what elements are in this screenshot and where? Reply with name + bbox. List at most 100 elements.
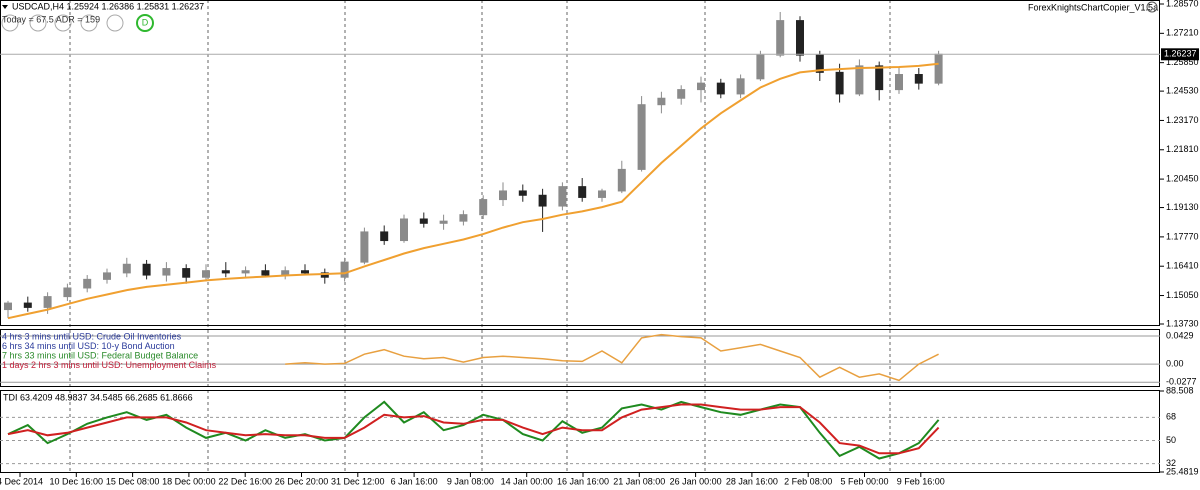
candle-body (360, 231, 369, 263)
y-tick-label: 1.15050 (1166, 290, 1199, 300)
y-tick-label: -0.0277 (1166, 377, 1197, 387)
tf-button[interactable] (106, 14, 124, 32)
candle-body (875, 65, 884, 91)
candle-body (162, 268, 171, 276)
candle-body (736, 78, 745, 95)
candle-body (4, 302, 12, 311)
candle-body (677, 89, 686, 99)
candle-body (518, 190, 527, 196)
candle-body (716, 82, 725, 95)
candle-body (419, 218, 428, 224)
moving-average (7, 62, 939, 320)
candle-body (261, 270, 270, 276)
series-line (7, 403, 940, 455)
tf-button-active[interactable] (136, 14, 154, 32)
candle-body (63, 287, 72, 298)
x-tick-label: 21 Jan 08:00 (613, 476, 665, 486)
tdi-panel (0, 390, 1160, 473)
event-text: 7 hrs 33 mins until USD: Federal Budget … (2, 350, 198, 360)
subtitle: Today = 67.5 ADR = 159 (2, 14, 100, 24)
candle-body (578, 186, 587, 198)
chart-title: USDCAD,H4 1.25924 1.26386 1.25831 1.2623… (12, 1, 204, 11)
price-tag-label: 1.26237 (1164, 49, 1197, 59)
candle-body (301, 270, 309, 274)
candle-body (340, 261, 349, 278)
main-panel (0, 0, 1160, 326)
watermark: ForexKnightsChartCopier_V1.5a (1028, 2, 1158, 12)
x-tick-label: 9 Jan 08:00 (447, 476, 494, 486)
x-tick-label: 15 Dec 08:00 (106, 476, 160, 486)
menu-arrow[interactable] (2, 5, 8, 9)
y-tick-label: 32 (1166, 458, 1176, 468)
x-tick-label: 28 Jan 16:00 (726, 476, 778, 486)
panel-frames (0, 0, 1160, 473)
y-tick-label: 1.19130 (1166, 202, 1199, 212)
y-tick-label: 1.24530 (1166, 85, 1199, 95)
x-tick-label: 26 Dec 20:00 (275, 476, 329, 486)
candle-body (499, 190, 507, 201)
y-tick-label: 50 (1166, 435, 1176, 445)
candle-body (756, 54, 765, 80)
x-tick-label: 16 Jan 16:00 (557, 476, 609, 486)
candle-body (815, 54, 824, 73)
series-line (7, 400, 940, 460)
candle-body (241, 270, 250, 274)
series-line (285, 333, 939, 382)
y-tick-label: 1.16410 (1166, 261, 1199, 271)
candle-body (221, 270, 230, 274)
x-tick-label: 6 Jan 16:00 (391, 476, 438, 486)
candle-body (617, 168, 626, 192)
candle-body (598, 190, 606, 198)
candle-body (182, 268, 191, 278)
candle-body (558, 186, 567, 207)
candle-body (83, 278, 92, 289)
y-tick-label: 1.25850 (1166, 57, 1199, 67)
candle-body (43, 296, 52, 308)
candle-body (697, 82, 705, 91)
candle-body (479, 199, 488, 216)
y-tick-label: 1.21810 (1166, 144, 1199, 154)
candle-body (380, 231, 389, 242)
candle-body (439, 220, 448, 224)
candle-body (122, 263, 131, 274)
candle-body (776, 20, 785, 56)
y-tick-label: 0.00 (1166, 358, 1184, 368)
candle-body (895, 74, 903, 91)
y-tick-label: 1.17770 (1166, 231, 1199, 241)
event-text: 4 hrs 3 mins until USD: Crude Oil Invent… (2, 331, 182, 341)
y-tick-label: 68 (1166, 412, 1176, 422)
tf-button[interactable] (80, 14, 98, 32)
tf-button-label[interactable]: D (142, 17, 149, 27)
candle-body (400, 218, 408, 242)
x-tick-label: 5 Feb 00:00 (840, 476, 888, 486)
candle-body (142, 263, 151, 276)
event-text: 1 days 2 hrs 3 mins until USD: Unemploym… (2, 360, 217, 370)
y-tick-label: 1.28570 (1166, 0, 1199, 8)
info-icon[interactable] (1146, 1, 1158, 13)
candle-body (23, 302, 32, 308)
timeframe-buttons: D (1, 14, 154, 32)
x-tick-label: 26 Jan 00:00 (670, 476, 722, 486)
y-tick-label: 1.27210 (1166, 28, 1199, 38)
y-tick-label: 25.4819 (1166, 466, 1199, 476)
candle-body (657, 97, 666, 106)
candle-body (855, 65, 864, 95)
candle-body (835, 71, 844, 95)
candle-body (202, 270, 210, 278)
x-tick-label: 22 Dec 16:00 (218, 476, 272, 486)
tf-button[interactable] (29, 14, 47, 32)
x-tick-label: 4 Dec 2014 (0, 476, 43, 486)
candle-body (459, 214, 468, 222)
x-tick-label: 18 Dec 00:00 (162, 476, 216, 486)
vertical-grid (69, 0, 891, 473)
y-tick-label: 1.13730 (1166, 318, 1199, 328)
y-tick-label: 88.508 (1166, 385, 1194, 395)
x-tick-label: 14 Jan 00:00 (501, 476, 553, 486)
tf-button[interactable] (54, 14, 72, 32)
candle-body (796, 20, 804, 56)
tf-button[interactable] (1, 14, 19, 32)
price-tag (1161, 48, 1199, 61)
y-tick-label: 1.23170 (1166, 115, 1199, 125)
tdi-title: TDI 63.4209 48.9837 34.5485 66.2685 61.8… (3, 392, 193, 402)
